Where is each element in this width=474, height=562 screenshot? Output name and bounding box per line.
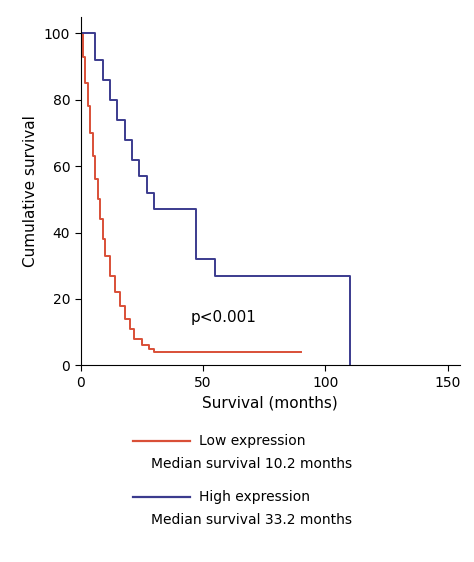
Text: p<0.001: p<0.001 <box>191 310 256 325</box>
Y-axis label: Cumulative survival: Cumulative survival <box>23 115 38 267</box>
Text: Median survival 33.2 months: Median survival 33.2 months <box>151 513 352 527</box>
Text: Low expression: Low expression <box>199 434 306 448</box>
Text: Median survival 10.2 months: Median survival 10.2 months <box>151 457 352 470</box>
X-axis label: Survival (months): Survival (months) <box>202 395 338 410</box>
Text: High expression: High expression <box>199 491 310 504</box>
